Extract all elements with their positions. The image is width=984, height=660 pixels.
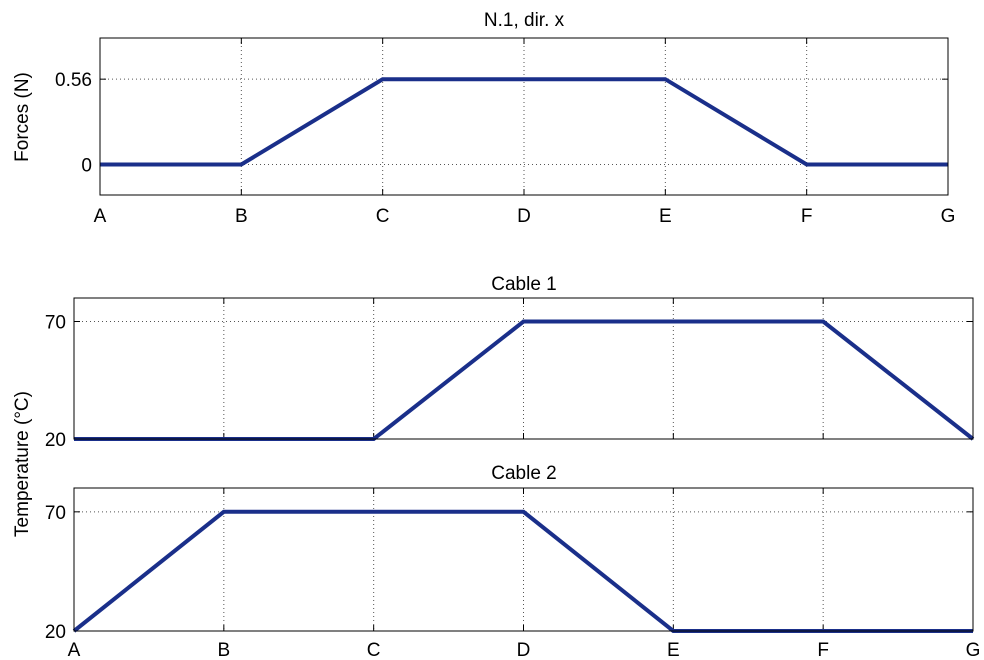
y-tick-label: 70 xyxy=(45,503,66,524)
panel-cable-2: Cable 2 20 70 A B C D E F G xyxy=(45,463,981,660)
axes-frame xyxy=(73,297,974,440)
series-line xyxy=(100,77,948,167)
y-tick-label: 20 xyxy=(45,430,66,451)
y-tick-label: 70 xyxy=(45,313,66,334)
x-tick-label: E xyxy=(659,206,672,227)
series-line xyxy=(74,319,975,441)
x-tick-label: G xyxy=(966,640,981,660)
x-tick-label: G xyxy=(941,206,956,227)
x-tick-label: F xyxy=(801,206,813,227)
axes-frame xyxy=(99,37,949,196)
y-axis-label: Temperature (°C) xyxy=(12,391,33,537)
x-tick-label: D xyxy=(517,640,531,660)
y-axis-label: Forces (N) xyxy=(12,72,33,162)
axes-frame xyxy=(73,487,974,632)
y-tick-label: 0.56 xyxy=(55,70,92,91)
panel-title: Cable 2 xyxy=(491,463,557,484)
x-tick-label: D xyxy=(517,206,531,227)
x-tick-label: A xyxy=(94,206,107,227)
y-tick-label: 0 xyxy=(81,156,92,177)
x-tick-label: C xyxy=(367,640,381,660)
y-tick-label: 20 xyxy=(45,622,66,643)
panel-title: N.1, dir. x xyxy=(484,10,565,31)
x-tick-label: B xyxy=(235,206,248,227)
panel-forces: N.1, dir. x Forces (N) 0 0.56 A B C D E F G xyxy=(12,10,955,227)
x-tick-label: F xyxy=(817,640,829,660)
series-line xyxy=(72,509,973,633)
x-tick-label: B xyxy=(217,640,230,660)
panel-title: Cable 1 xyxy=(491,274,557,295)
panel-cable-1: Cable 1 Temperature (°C) 20 70 xyxy=(12,274,975,537)
x-tick-label: E xyxy=(667,640,680,660)
x-tick-label: A xyxy=(68,640,81,660)
x-tick-label: C xyxy=(376,206,390,227)
